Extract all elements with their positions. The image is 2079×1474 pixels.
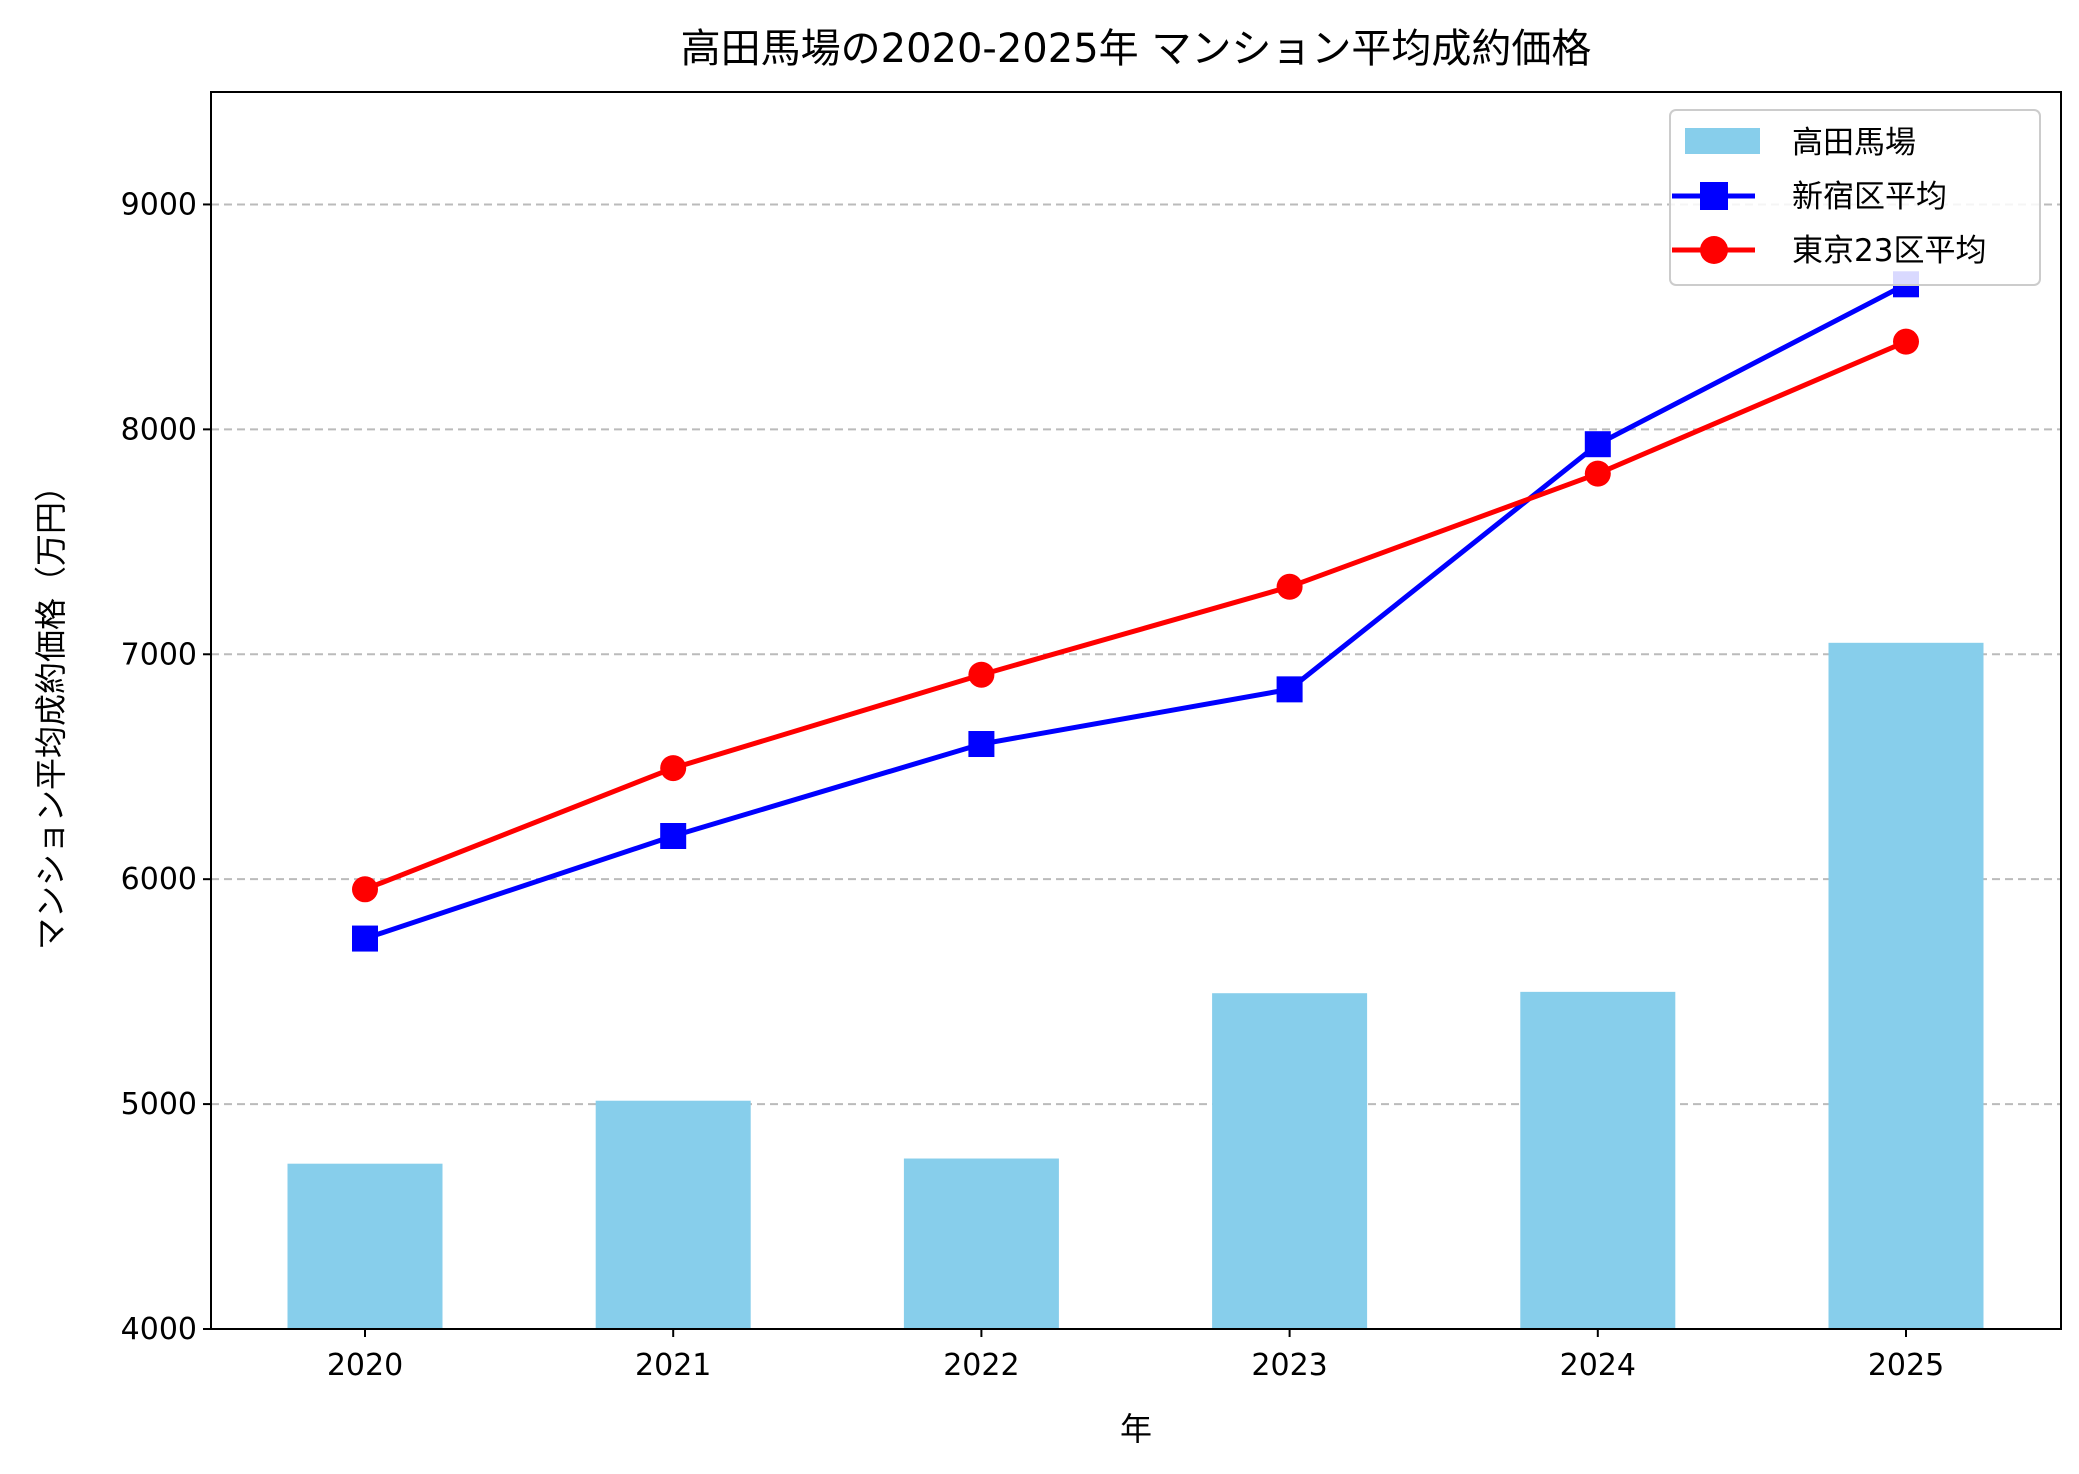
bar-2020 — [287, 1163, 443, 1329]
y-tick-label: 6000 — [121, 862, 197, 897]
point-circle-2020 — [352, 876, 378, 903]
x-tick-label: 2020 — [327, 1348, 403, 1383]
plot-frame — [210, 91, 2062, 1330]
line-series-1 — [364, 282, 1908, 941]
point-square-2021 — [660, 822, 687, 849]
point-circle-2023 — [1276, 573, 1303, 600]
x-tick-label: 2024 — [1560, 1348, 1636, 1383]
gridlines — [211, 203, 2061, 1106]
y-tick-label: 5000 — [121, 1087, 197, 1122]
chart-title: 高田馬場の2020-2025年 マンション平均成約価格 — [681, 26, 1592, 72]
bars — [287, 642, 1984, 1329]
x-tick-label: 2021 — [635, 1348, 711, 1383]
y-axis-label: マンション平均成約価格（万円） — [32, 470, 70, 950]
point-square-2023 — [1276, 676, 1303, 703]
bar-2024 — [1520, 991, 1676, 1329]
bar-2021 — [595, 1100, 751, 1329]
y-tick-label: 8000 — [121, 412, 197, 447]
point-circle-2021 — [660, 755, 687, 782]
point-circle-2024 — [1584, 460, 1611, 487]
point-circle-2025 — [1893, 328, 1919, 355]
bar-2022 — [903, 1158, 1059, 1329]
x-tick-label: 2022 — [943, 1348, 1019, 1383]
legend-label-tokyo23: 東京23区平均 — [1792, 233, 1986, 269]
point-circle-2022 — [968, 661, 995, 688]
bar-2023 — [1212, 993, 1368, 1329]
legend: 高田馬場 新宿区平均 東京23区平均 — [1669, 109, 2041, 286]
x-tick-label: 2025 — [1868, 1348, 1944, 1383]
legend-marker-circle — [1700, 236, 1728, 264]
lines — [352, 271, 1919, 952]
x-axis-label: 年 — [1120, 1410, 1152, 1448]
line-series-2 — [364, 339, 1907, 892]
y-tick-label: 4000 — [121, 1312, 197, 1347]
x-axis: 2020 2021 2022 2023 2024 2025 — [327, 1329, 1944, 1383]
y-tick-label: 9000 — [121, 187, 197, 222]
x-tick-label: 2023 — [1251, 1348, 1327, 1383]
legend-label-shinjuku: 新宿区平均 — [1792, 179, 1947, 215]
legend-swatch-bar — [1685, 128, 1760, 154]
y-axis: 4000 5000 6000 7000 8000 9000 — [121, 187, 211, 1347]
point-square-2020 — [352, 925, 378, 952]
legend-marker-square — [1700, 182, 1728, 210]
legend-label-takadanobaba: 高田馬場 — [1792, 125, 1916, 161]
legend-box — [1669, 109, 2041, 286]
bar-2025 — [1828, 642, 1984, 1329]
point-square-2024 — [1584, 431, 1611, 458]
y-tick-label: 7000 — [121, 637, 197, 672]
point-square-2022 — [968, 731, 995, 758]
